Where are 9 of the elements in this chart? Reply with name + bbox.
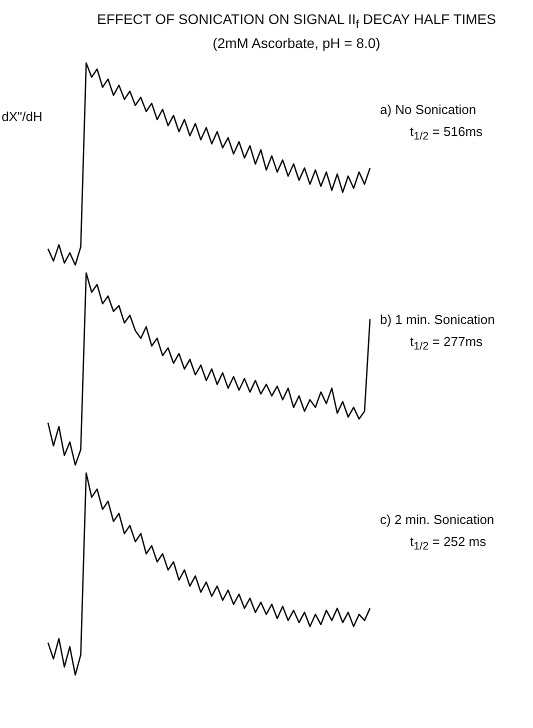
text: t$_{1/2}$ = 252 ms bbox=[409, 532, 488, 554]
text: b) 1 min. Sonication bbox=[380, 310, 495, 329]
chart-title: EFFECT OF SONICATION ON SIGNAL II$_{f}$ DECAY HALF TIMES bbox=[96, 10, 497, 33]
y-axis-title: dX"/dH bbox=[0, 108, 44, 124]
text: a) No Sonication bbox=[380, 100, 478, 119]
chart-subtitle: (2mM Ascorbate, pH = 8.0) bbox=[212, 34, 382, 53]
text: t$_{1/2}$ = 277ms bbox=[409, 332, 484, 354]
text: c) 2 min. Sonication bbox=[380, 510, 494, 529]
text: t$_{1/2}$ = 516ms bbox=[409, 122, 483, 144]
